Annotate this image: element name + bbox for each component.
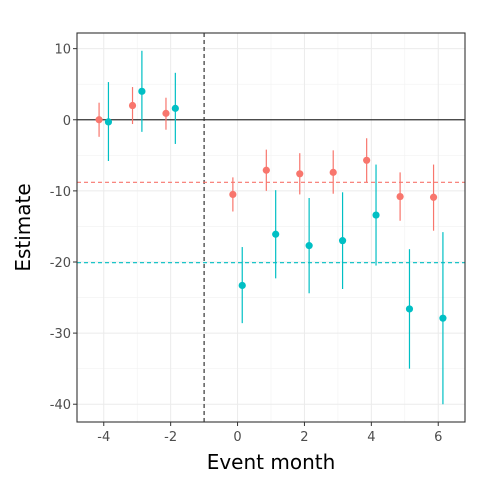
data-point (439, 314, 447, 322)
data-point (95, 116, 103, 124)
data-point (262, 166, 270, 174)
data-point (338, 237, 347, 245)
data-point (429, 193, 438, 201)
x-tick-label: 4 (367, 430, 375, 445)
x-tick-label: 0 (233, 430, 241, 445)
data-point (272, 230, 280, 238)
data-point (405, 305, 414, 313)
data-point (104, 118, 113, 126)
data-point (162, 109, 170, 117)
data-point (238, 281, 246, 290)
series-1 (95, 87, 438, 231)
series-layer (95, 50, 447, 405)
data-point (138, 87, 146, 95)
y-tick-label: 10 (54, 43, 71, 58)
y-tick-label: -20 (50, 256, 71, 271)
x-axis-title: Event month (207, 450, 336, 474)
data-point (128, 101, 137, 110)
data-point (305, 242, 313, 250)
data-point (229, 190, 237, 199)
y-tick-label: 0 (63, 114, 71, 129)
data-point (171, 104, 179, 112)
x-tick-label: 6 (434, 430, 442, 445)
data-point (396, 192, 404, 201)
panel-border (76, 32, 466, 423)
series-2 (104, 50, 447, 405)
data-point (372, 211, 380, 219)
y-tick-label: -30 (50, 327, 71, 342)
data-point (363, 156, 371, 164)
x-tick-label: -2 (164, 430, 177, 445)
x-tick-label: -4 (97, 430, 110, 445)
data-point (329, 168, 337, 176)
y-tick-label: -10 (50, 185, 71, 200)
x-tick-label: 2 (300, 430, 308, 445)
y-tick-label: -40 (50, 398, 71, 413)
y-axis-title: Estimate (11, 183, 35, 271)
data-point (296, 170, 304, 178)
